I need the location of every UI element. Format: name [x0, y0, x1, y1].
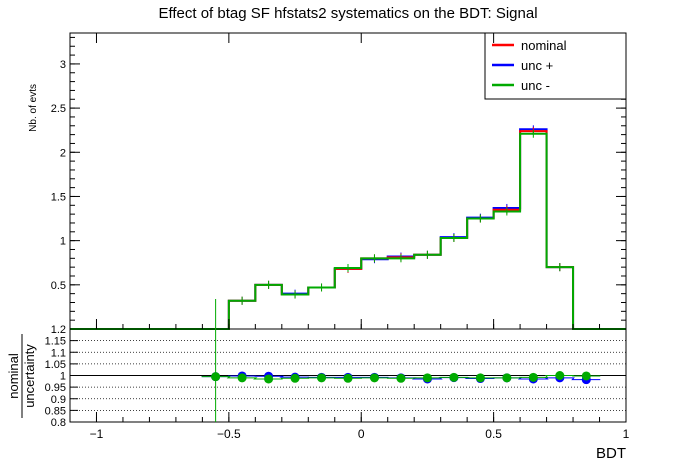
unc-minus-ratio-point: [369, 373, 379, 383]
main-histograms: [70, 125, 626, 330]
legend-label: unc +: [521, 58, 553, 73]
ratio-tick-label: 0.8: [51, 417, 66, 429]
unc-minus-ratio-point: [502, 373, 512, 383]
series-unc--line: [70, 132, 626, 330]
x-tick-label: 0.5: [485, 427, 502, 441]
ratio-tick-label: 0.95: [45, 382, 66, 394]
y-tick-label: 3: [60, 59, 66, 71]
legend-label: nominal: [521, 38, 567, 53]
unc-minus-ratio-point: [264, 374, 274, 384]
unc-minus-ratio-point: [343, 373, 353, 383]
ratio-ylabel-numerator: nominal: [6, 353, 21, 399]
unc-minus-ratio-point: [581, 371, 591, 381]
y-tick-label: 2.5: [51, 103, 66, 115]
ratio-tick-label: 1: [60, 371, 66, 383]
ratio-ylabel-denominator: uncertainty: [22, 344, 37, 408]
ratio-points: [201, 371, 601, 385]
x-axis-label: BDT: [596, 445, 626, 462]
chart-title: Effect of btag SF hfstats2 systematics o…: [158, 5, 537, 22]
unc-minus-ratio-point: [290, 373, 300, 383]
y-tick-label: 2: [60, 147, 66, 159]
ratio-tick-label: 0.85: [45, 405, 66, 417]
unc-minus-ratio-point: [475, 373, 485, 383]
series-nominal-line: [70, 130, 626, 330]
y-tick-label: 1.5: [51, 191, 66, 203]
unc-minus-ratio-point: [396, 373, 406, 383]
ratio-tick-label: 1.05: [45, 359, 66, 371]
y-axis-label: Nb. of evts: [28, 84, 39, 132]
ratio-tick-label: 1.1: [51, 347, 66, 359]
x-tick-label: 0: [358, 427, 365, 441]
x-axis-ticks: −1 −0.5 0 0.5 1: [69, 33, 630, 441]
y-tick-label: 0.5: [51, 280, 66, 292]
series-unc--line: [70, 128, 626, 330]
unc-minus-ratio-point: [237, 373, 247, 383]
unc-minus-ratio-point: [528, 372, 538, 382]
x-tick-label: −0.5: [217, 427, 241, 441]
y-tick-label: 1: [60, 236, 66, 248]
unc-minus-ratio-point: [555, 371, 565, 380]
unc-minus-ratio-point: [422, 373, 432, 383]
ratio-tick-label: 0.9: [51, 394, 66, 406]
legend: nominal unc + unc -: [484, 32, 627, 100]
unc-minus-ratio-point: [317, 373, 327, 383]
x-tick-label: 1: [623, 427, 630, 441]
ratio-tick-label: 1.2: [51, 324, 66, 336]
legend-label: unc -: [521, 78, 550, 93]
unc-minus-ratio-point: [449, 372, 459, 382]
ratio-tick-label: 1.15: [45, 336, 66, 348]
unc-minus-ratio-point: [211, 372, 221, 382]
x-tick-label: −1: [90, 427, 104, 441]
